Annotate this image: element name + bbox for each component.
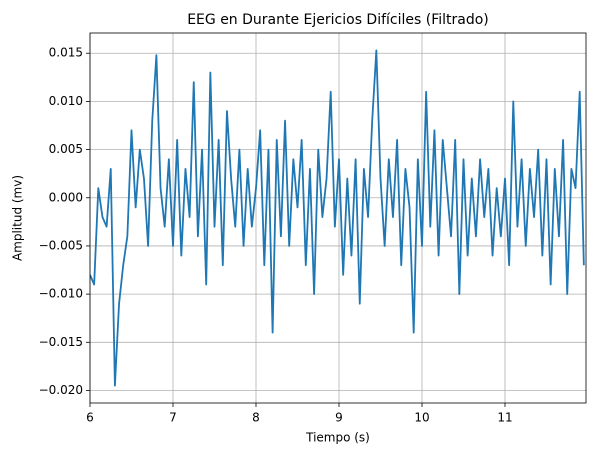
x-tick-label: 10: [414, 411, 429, 425]
x-axis-label: Tiempo (s): [305, 431, 370, 445]
y-tick-label: 0.010: [49, 94, 83, 108]
y-tick-label: −0.020: [39, 383, 83, 397]
x-tick-label: 11: [497, 411, 512, 425]
data-line: [90, 49, 585, 387]
chart-title: EEG en Durante Ejericios Difíciles (Filt…: [187, 12, 489, 28]
y-tick-label: 0.015: [49, 46, 83, 60]
x-tick-label: 7: [169, 411, 177, 425]
y-tick-label: 0.000: [49, 190, 83, 204]
y-tick-label: −0.005: [39, 238, 83, 252]
y-tick-label: −0.015: [39, 335, 83, 349]
x-tick-label: 6: [86, 411, 94, 425]
x-tick-label: 8: [252, 411, 260, 425]
y-tick-label: 0.005: [49, 142, 83, 156]
y-axis-label: Amplitud (mv): [11, 175, 25, 261]
x-tick-label: 9: [335, 411, 343, 425]
plot-frame: [89, 32, 587, 404]
y-tick-label: −0.010: [39, 287, 83, 301]
